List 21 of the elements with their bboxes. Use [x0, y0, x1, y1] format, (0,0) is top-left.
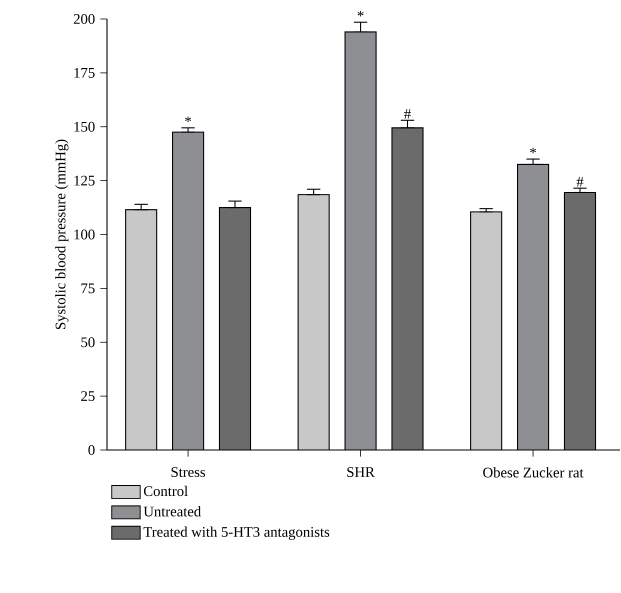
annotation: * [358, 11, 364, 16]
annotation: * [185, 116, 192, 122]
legend-label: Control [144, 486, 188, 496]
x-tick-label: Obese Zucker rat [483, 467, 584, 478]
y-tick-label: 0 [88, 445, 95, 455]
x-tick-label: SHR [347, 467, 375, 478]
y-tick-label: 150 [74, 122, 95, 132]
y-tick-label: 125 [74, 176, 95, 186]
y-tick-label: 25 [81, 391, 95, 402]
annotation: # [576, 176, 584, 187]
annotation: # [404, 109, 411, 119]
x-tick-label: Stress [172, 467, 206, 478]
y-tick-label: 200 [74, 14, 95, 24]
y-tick-label: 175 [74, 68, 95, 78]
y-axis-title: Systolic blood pressure (mmHg) [55, 140, 68, 330]
y-tick-label: 100 [74, 230, 95, 240]
y-tick-label: 50 [81, 337, 95, 348]
y-tick-label: 75 [81, 284, 95, 294]
legend-label: Untreated [144, 506, 201, 516]
annotation: * [530, 148, 536, 154]
legend-label: Treated with 5-HT3 antagonists [144, 526, 330, 540]
